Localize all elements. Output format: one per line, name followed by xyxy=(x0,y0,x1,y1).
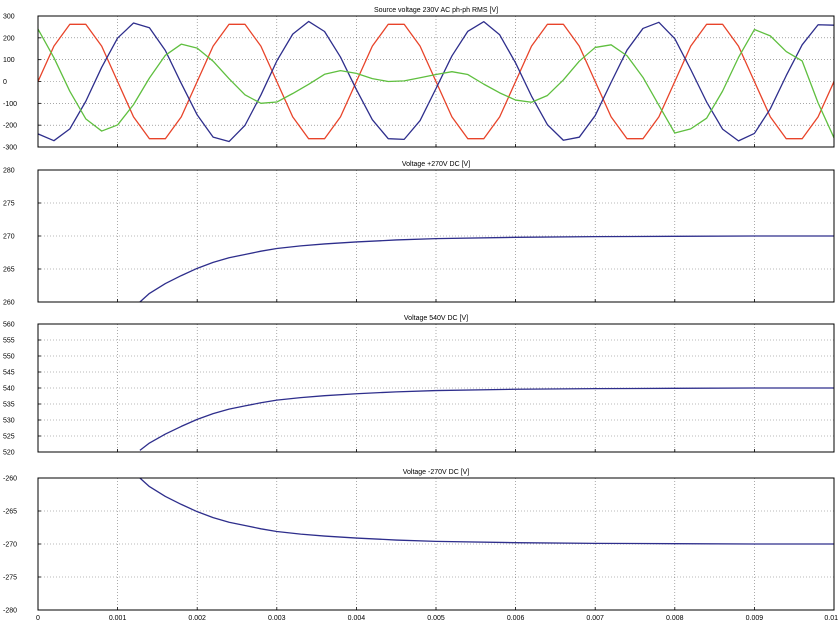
series-line-2 xyxy=(38,20,834,143)
y-tick-label: -200 xyxy=(3,123,17,130)
y-tick-label: 555 xyxy=(3,338,15,345)
panel-voltage-540: Voltage 540V DC [V] 560 555 550 545 540 535 53… xyxy=(3,315,835,457)
y-tick-label: -265 xyxy=(3,509,17,516)
y-tick-label: 275 xyxy=(3,201,15,208)
x-tick-label: 0.001 xyxy=(109,615,127,622)
y-tick-label: 525 xyxy=(3,434,15,441)
y-tick-label: 280 xyxy=(3,168,15,175)
series-line-1 xyxy=(139,387,834,451)
panel-border xyxy=(37,15,835,148)
y-tick-label: 530 xyxy=(3,418,15,425)
y-tick-label: 0 xyxy=(3,79,7,86)
series-line-1 xyxy=(38,23,834,140)
x-tick-label: 0.008 xyxy=(666,615,684,622)
y-tick-label: 545 xyxy=(3,370,15,377)
series-line-1 xyxy=(139,478,834,545)
x-tick-label: 0.01 xyxy=(824,615,838,622)
y-tick-label: 260 xyxy=(3,300,15,307)
y-tick-label: -100 xyxy=(3,101,17,108)
panel-border xyxy=(37,477,835,611)
y-tick-label: -300 xyxy=(3,145,17,152)
panel-voltage-minus-270: Voltage -270V DC [V] -260 -265 -270 -275 -28… xyxy=(3,469,838,622)
y-tick-label: 200 xyxy=(3,35,15,42)
y-tick-label: -260 xyxy=(3,476,17,483)
series-line-1 xyxy=(139,235,834,302)
panel-title: Voltage +270V DC [V] xyxy=(402,161,470,168)
x-tick-label: 0 xyxy=(36,615,40,622)
y-tick-label: -270 xyxy=(3,542,17,549)
x-tick-label: 0.009 xyxy=(746,615,764,622)
y-tick-label: 100 xyxy=(3,57,15,64)
panel-title: Source voltage 230V AC ph-ph RMS [V] xyxy=(374,7,498,14)
y-tick-label: 265 xyxy=(3,267,15,274)
y-tick-label: 300 xyxy=(3,14,15,21)
y-tick-label: 535 xyxy=(3,402,15,409)
y-tick-label: -280 xyxy=(3,608,17,615)
y-tick-label: 560 xyxy=(3,322,15,329)
panel-voltage-plus-270: Voltage +270V DC [V] 280 275 270 265 260 xyxy=(3,161,835,307)
y-tick-label: 550 xyxy=(3,354,15,361)
x-tick-label: 0.006 xyxy=(507,615,525,622)
x-tick-label: 0.005 xyxy=(427,615,445,622)
x-tick-label: 0.002 xyxy=(188,615,206,622)
y-tick-label: 540 xyxy=(3,386,15,393)
panel-border xyxy=(37,169,835,303)
panel-title: Voltage 540V DC [V] xyxy=(404,315,468,322)
x-tick-label: 0.004 xyxy=(348,615,366,622)
panel-source-voltage: Source voltage 230V AC ph-ph RMS [V] 300… xyxy=(3,7,835,152)
x-tick-label: 0.007 xyxy=(586,615,604,622)
panel-title: Voltage -270V DC [V] xyxy=(403,469,470,476)
y-tick-label: -275 xyxy=(3,575,17,582)
series-line-3 xyxy=(38,28,834,139)
y-tick-label: 270 xyxy=(3,234,15,241)
x-tick-label: 0.003 xyxy=(268,615,286,622)
panel-border xyxy=(37,323,835,453)
y-tick-label: 520 xyxy=(3,450,15,457)
